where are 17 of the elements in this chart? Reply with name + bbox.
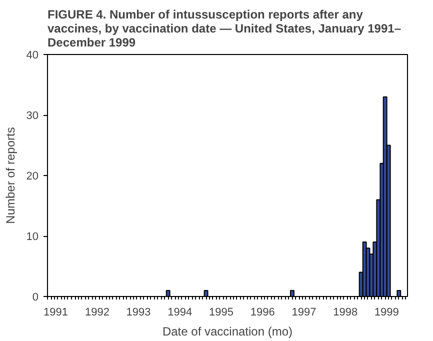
x-tick-label: 1996: [250, 306, 275, 318]
y-tick-label: 0: [32, 292, 39, 304]
chart-title: FIGURE 4. Number of intussusception reports after any vaccines, by vaccination date — United States, January 1991–December 1999: [48, 8, 402, 50]
x-tick-label: 1999: [374, 306, 399, 318]
y-tick-label: 10: [26, 231, 39, 243]
y-tick-label: 40: [26, 50, 39, 62]
x-tick-label: 1995: [208, 306, 234, 318]
x-tick-label: 1998: [333, 306, 358, 318]
x-tick-label: 1994: [168, 306, 192, 318]
x-tick-label: 1997: [292, 306, 316, 318]
y-tick-label: 30: [26, 110, 39, 122]
x-axis-title: Date of vaccination (mo): [162, 324, 293, 338]
x-tick-label: 1991: [44, 306, 68, 318]
x-tick-label: 1992: [84, 306, 110, 318]
y-axis-title: Number of reports: [3, 127, 18, 224]
x-tick-label: 1993: [126, 306, 151, 318]
y-tick-label: 20: [26, 170, 39, 182]
